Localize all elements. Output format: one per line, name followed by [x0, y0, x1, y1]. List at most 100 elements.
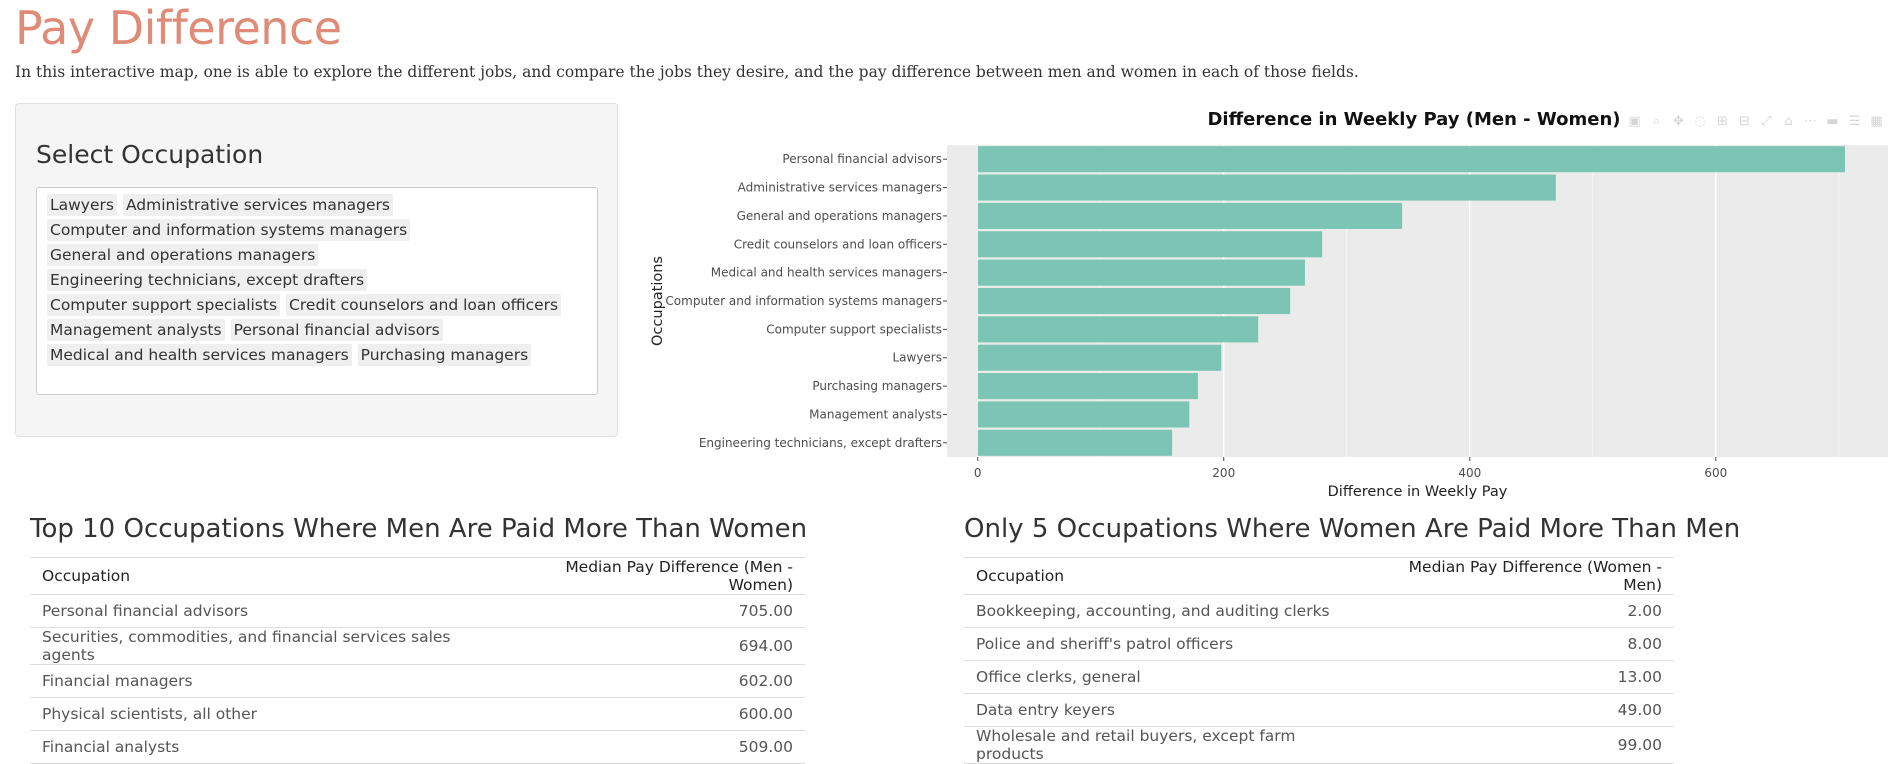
chart-modebar: ▣ ⌕ ✥ ◌ ⊞ ⊟ ⤢ ⌂ ⋯ ▬ ☰ ▦ — [1627, 114, 1884, 129]
pay-difference-cell: 13.00 — [1364, 660, 1674, 694]
men-table-title: Top 10 Occupations Where Men Are Paid Mo… — [30, 514, 808, 544]
bar — [977, 174, 1556, 201]
y-tick-label: Engineering technicians, except drafters — [699, 436, 942, 450]
occupation-option[interactable]: Medical and health services managers — [47, 344, 352, 366]
x-tick-label: 600 — [1704, 466, 1727, 480]
y-tick-label: Management analysts — [809, 407, 942, 421]
occupation-cell: Wholesale and retail buyers, except farm… — [964, 726, 1365, 764]
pay-difference-cell: 8.00 — [1364, 627, 1674, 661]
bar — [977, 259, 1305, 286]
pay-difference-cell: 600.00 — [497, 697, 805, 731]
y-axis-label: Occupations — [650, 256, 666, 346]
y-tick-label: Lawyers — [892, 351, 942, 365]
pay-difference-cell: 705.00 — [497, 594, 805, 628]
select-occupation-label: Select Occupation — [36, 140, 264, 169]
table-header-row: Occupation Median Pay Difference (Women … — [964, 557, 1674, 595]
occupation-cell: Office clerks, general — [964, 660, 1365, 694]
plotly-logo-icon[interactable]: ▦ — [1870, 114, 1883, 129]
occupation-cell: Physical scientists, all other — [30, 697, 498, 731]
y-tick-label: Credit counselors and loan officers — [734, 237, 942, 251]
y-tick-label: Personal financial advisors — [782, 152, 942, 166]
y-tick-label: Medical and health services managers — [711, 266, 942, 280]
y-tick-label: Computer support specialists — [766, 322, 942, 336]
zoom-in-icon[interactable]: ⊞ — [1717, 114, 1728, 129]
pay-difference-cell: 509.00 — [497, 730, 805, 764]
select-occupation-panel: Select Occupation Lawyers Administrative … — [15, 103, 618, 437]
occupation-option[interactable]: Management analysts — [47, 319, 225, 341]
pan-icon[interactable]: ✥ — [1673, 114, 1684, 129]
y-tick-label: Purchasing managers — [812, 379, 942, 393]
pay-difference-column-header[interactable]: Median Pay Difference (Men - Women) — [497, 557, 805, 595]
hover-closest-icon[interactable]: ▬ — [1826, 114, 1839, 129]
occupation-cell: Financial managers — [30, 664, 498, 698]
pay-difference-cell: 602.00 — [497, 664, 805, 698]
occupation-option-list: Lawyers Administrative services managers C… — [47, 194, 589, 366]
table-row: Bookkeeping, accounting, and auditing cl… — [964, 594, 1674, 628]
spike-icon[interactable]: ⋯ — [1804, 114, 1817, 129]
pay-difference-cell: 2.00 — [1364, 594, 1674, 628]
occupation-column-header[interactable]: Occupation — [964, 557, 1365, 595]
x-tick-label: 400 — [1458, 466, 1481, 480]
bar — [977, 287, 1291, 315]
page-title: Pay Difference — [15, 1, 342, 55]
pay-difference-column-header[interactable]: Median Pay Difference (Women - Men) — [1364, 557, 1674, 595]
bar — [977, 429, 1173, 456]
occupation-cell: Bookkeeping, accounting, and auditing cl… — [964, 594, 1365, 628]
y-tick-label: Administrative services managers — [738, 181, 942, 195]
occupation-option[interactable]: Computer support specialists — [47, 294, 281, 316]
y-tick-label: Computer and information systems manager… — [665, 294, 942, 308]
pay-difference-cell: 49.00 — [1364, 693, 1674, 727]
occupation-cell: Personal financial advisors — [30, 594, 498, 628]
bar — [977, 401, 1190, 428]
occupation-option[interactable]: Computer and information systems manager… — [47, 219, 411, 241]
occupation-option[interactable]: Personal financial advisors — [230, 319, 443, 341]
table-row: Physical scientists, all other 600.00 — [30, 697, 805, 731]
weekly-pay-bar-chart: Personal financial advisors Administrativ… — [650, 109, 1888, 500]
table-row: Financial analysts 509.00 — [30, 730, 805, 764]
intro-text: In this interactive map, one is able to … — [15, 63, 1359, 81]
zoom-out-icon[interactable]: ⊟ — [1739, 114, 1750, 129]
occupation-cell: Data entry keyers — [964, 693, 1365, 727]
chart-title: Difference in Weekly Pay (Men - Women) — [1207, 109, 1620, 130]
bar — [977, 373, 1198, 400]
autoscale-icon[interactable]: ⤢ — [1761, 114, 1772, 129]
occupation-column-header[interactable]: Occupation — [30, 557, 498, 595]
occupation-option[interactable]: Administrative services managers — [122, 194, 393, 216]
occupation-option[interactable]: Purchasing managers — [357, 344, 532, 366]
hover-compare-icon[interactable]: ☰ — [1848, 114, 1861, 129]
lasso-icon[interactable]: ◌ — [1694, 114, 1707, 129]
reset-icon[interactable]: ⌂ — [1784, 114, 1793, 129]
pay-difference-cell: 694.00 — [497, 627, 805, 665]
table-row: Wholesale and retail buyers, except farm… — [964, 726, 1674, 764]
bar — [977, 316, 1259, 343]
bar — [977, 344, 1222, 371]
table-row: Police and sheriff's patrol officers 8.00 — [964, 627, 1674, 661]
women-paid-more-table: Occupation Median Pay Difference (Women … — [964, 557, 1674, 764]
x-axis-label: Difference in Weekly Pay — [1328, 484, 1508, 500]
y-tick-label: General and operations managers — [737, 209, 942, 223]
table-header-row: Occupation Median Pay Difference (Men - … — [30, 557, 805, 595]
table-row: Office clerks, general 13.00 — [964, 660, 1674, 694]
occupation-option[interactable]: Credit counselors and loan officers — [286, 294, 562, 316]
occupation-option[interactable]: General and operations managers — [47, 244, 319, 266]
table-row: Financial managers 602.00 — [30, 664, 805, 698]
bar — [977, 146, 1845, 173]
occupation-multiselect[interactable]: Lawyers Administrative services managers C… — [36, 187, 598, 395]
x-tick-label: 200 — [1212, 466, 1235, 480]
table-row: Data entry keyers 49.00 — [964, 693, 1674, 727]
occupation-option[interactable]: Lawyers — [47, 194, 117, 216]
occupation-option[interactable]: Engineering technicians, except drafters — [47, 269, 368, 291]
bar — [977, 202, 1403, 229]
zoom-icon[interactable]: ⌕ — [1652, 114, 1661, 129]
bar — [977, 231, 1323, 258]
x-tick-label: 0 — [974, 466, 982, 480]
women-table-title: Only 5 Occupations Where Women Are Paid … — [964, 514, 1741, 544]
occupation-cell: Financial analysts — [30, 730, 498, 764]
pay-difference-cell: 99.00 — [1364, 726, 1674, 764]
men-paid-more-table: Occupation Median Pay Difference (Men - … — [30, 557, 805, 764]
occupation-cell: Securities, commodities, and financial s… — [30, 627, 498, 665]
weekly-pay-chart[interactable]: Personal financial advisors Administrativ… — [640, 100, 1890, 510]
camera-icon[interactable]: ▣ — [1628, 114, 1641, 129]
table-row: Securities, commodities, and financial s… — [30, 627, 805, 665]
occupation-cell: Police and sheriff's patrol officers — [964, 627, 1365, 661]
